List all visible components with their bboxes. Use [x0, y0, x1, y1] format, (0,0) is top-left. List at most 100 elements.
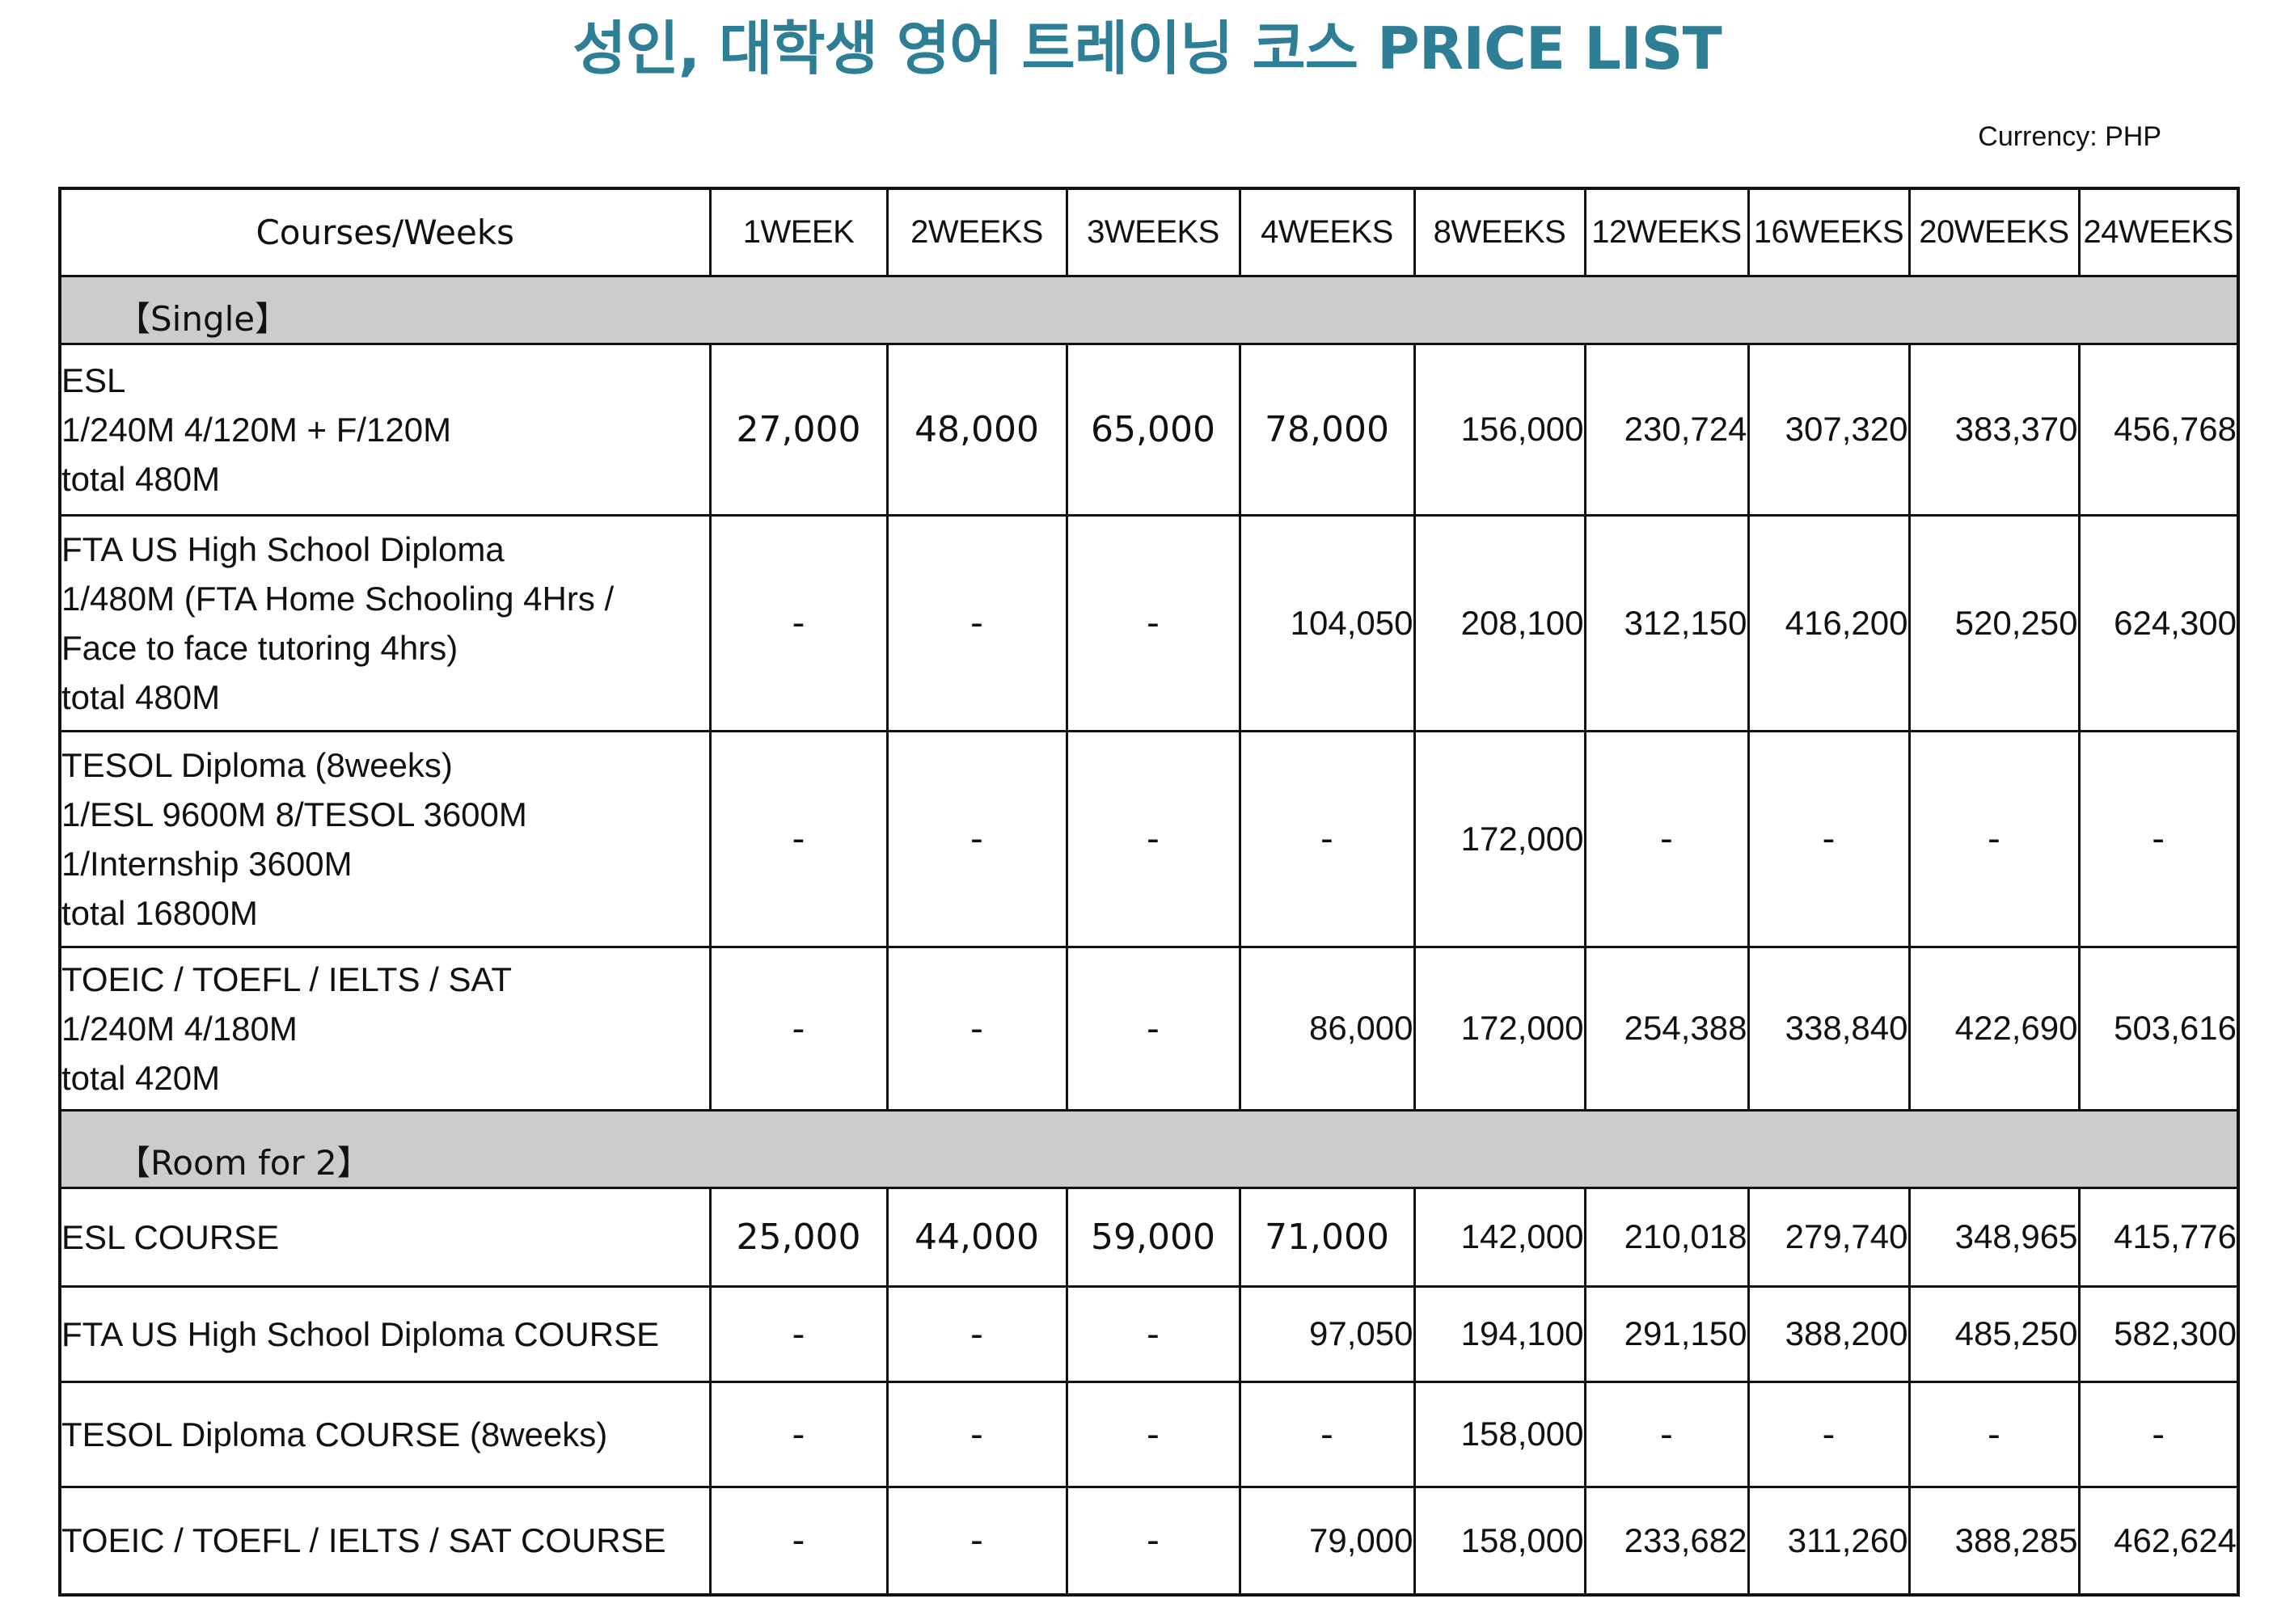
course-line: TOEIC / TOEFL / IELTS / SAT COURSE: [61, 1521, 666, 1560]
course-line: ESL: [61, 361, 126, 399]
price-cell: 503,616: [2077, 945, 2240, 1111]
price-cell: 485,250: [1907, 1284, 2081, 1383]
page-title: 성인, 대학생 영어 트레이닝 코스 PRICE LIST: [572, 15, 1722, 82]
table-row: FTA US High School Diploma COURSE - - -97,0…: [58, 1284, 2240, 1383]
course-line: total 420M: [61, 1058, 221, 1097]
price-cell-empty: -: [885, 945, 1068, 1111]
course-line: TESOL Diploma COURSE (8weeks): [61, 1415, 608, 1453]
price-cell: 104,050: [1238, 513, 1416, 732]
price-table: Courses/Weeks 1WEEK 2WEEKS 3WEEKS 4WEEKS 8WEE…: [58, 187, 2240, 1597]
course-cell: FTA US High School Diploma COURSE: [58, 1284, 712, 1383]
price-cell-empty: -: [1065, 729, 1241, 948]
price-cell: 291,150: [1583, 1284, 1750, 1383]
course-cell: ESL COURSE: [58, 1186, 712, 1288]
price-cell-empty: -: [1065, 945, 1241, 1111]
price-cell: 230,724: [1583, 342, 1750, 517]
price-cell: 312,150: [1583, 513, 1750, 732]
price-cell: 388,200: [1747, 1284, 1911, 1383]
table-row: FTA US High School Diploma 1/480M (FTA Ho…: [58, 513, 2240, 732]
price-cell-empty: -: [1907, 1380, 2081, 1488]
table-row: TOEIC / TOEFL / IELTS / SAT 1/240M 4/180M…: [58, 945, 2240, 1111]
price-cell: 158,000: [1413, 1380, 1586, 1488]
price-cell-empty: -: [2077, 1380, 2240, 1488]
price-cell-empty: -: [708, 1485, 889, 1597]
course-cell: TESOL Diploma COURSE (8weeks): [58, 1380, 712, 1488]
price-cell-empty: -: [885, 1485, 1068, 1597]
currency-label: Currency: PHP: [1978, 121, 2161, 152]
price-cell: 254,388: [1583, 945, 1750, 1111]
price-cell-empty: -: [1583, 729, 1750, 948]
course-line: FTA US High School Diploma: [61, 529, 505, 568]
price-cell: 415,776: [2077, 1186, 2240, 1288]
price-cell: 78,000: [1238, 342, 1416, 517]
course-cell: TOEIC / TOEFL / IELTS / SAT 1/240M 4/180M…: [58, 945, 712, 1111]
price-cell: 48,000: [885, 342, 1068, 517]
price-cell-empty: -: [885, 729, 1068, 948]
price-cell: 25,000: [708, 1186, 889, 1288]
price-cell-empty: -: [1065, 513, 1241, 732]
price-cell: 338,840: [1747, 945, 1911, 1111]
price-cell-empty: -: [2077, 729, 2240, 948]
price-cell-empty: -: [1907, 729, 2081, 948]
header-week-column: 4WEEKS: [1238, 187, 1416, 277]
price-cell-empty: -: [885, 513, 1068, 732]
header-week-column: 16WEEKS: [1747, 187, 1911, 277]
price-cell: 388,285: [1907, 1485, 2081, 1597]
price-cell-empty: -: [1747, 1380, 1911, 1488]
header-week-column: 20WEEKS: [1907, 187, 2081, 277]
section-label: 【Single】: [58, 274, 2240, 345]
course-cell: TOEIC / TOEFL / IELTS / SAT COURSE: [58, 1485, 712, 1597]
course-line: 1/Internship 3600M: [61, 844, 353, 883]
price-cell: 624,300: [2077, 513, 2240, 732]
course-line: Face to face tutoring 4hrs): [61, 628, 458, 667]
price-cell: 582,300: [2077, 1284, 2240, 1383]
price-cell-empty: -: [885, 1380, 1068, 1488]
course-line: 1/ESL 9600M 8/TESOL 3600M: [61, 795, 527, 833]
price-cell: 210,018: [1583, 1186, 1750, 1288]
price-cell: 86,000: [1238, 945, 1416, 1111]
section-label: 【Room for 2】: [58, 1108, 2240, 1189]
price-cell-empty: -: [1747, 729, 1911, 948]
price-cell: 156,000: [1413, 342, 1586, 517]
table-row: ESL 1/240M 4/120M + F/120M total 480M 27,00…: [58, 342, 2240, 517]
course-cell: ESL 1/240M 4/120M + F/120M total 480M: [58, 342, 712, 517]
price-cell: 194,100: [1413, 1284, 1586, 1383]
table-row: ESL COURSE 25,000 44,000 59,000 71,000 142,00…: [58, 1186, 2240, 1288]
price-cell: 462,624: [2077, 1485, 2240, 1597]
course-line: 1/480M (FTA Home Schooling 4Hrs /: [61, 579, 615, 618]
table-row: TESOL Diploma COURSE (8weeks) - - - -158,000…: [58, 1380, 2240, 1488]
header-row: Courses/Weeks 1WEEK 2WEEKS 3WEEKS 4WEEKS 8WEE…: [58, 187, 2240, 277]
price-cell: 416,200: [1747, 513, 1911, 732]
price-cell-empty: -: [1065, 1284, 1241, 1383]
course-line: 1/240M 4/120M + F/120M: [61, 410, 452, 449]
price-cell: 172,000: [1413, 729, 1586, 948]
course-line: TESOL Diploma (8weeks): [61, 745, 453, 784]
course-line: total 480M: [61, 459, 221, 498]
price-cell: 59,000: [1065, 1186, 1241, 1288]
price-cell-empty: -: [708, 945, 889, 1111]
price-cell-empty: -: [885, 1284, 1068, 1383]
table-row: TOEIC / TOEFL / IELTS / SAT COURSE - - -79,…: [58, 1485, 2240, 1597]
price-cell-empty: -: [708, 513, 889, 732]
price-cell: 65,000: [1065, 342, 1241, 517]
price-cell-empty: -: [708, 1284, 889, 1383]
course-line: total 16800M: [61, 893, 258, 932]
course-line: TOEIC / TOEFL / IELTS / SAT: [61, 960, 513, 998]
price-cell: 520,250: [1907, 513, 2081, 732]
price-cell: 97,050: [1238, 1284, 1416, 1383]
header-week-column: 1WEEK: [708, 187, 889, 277]
price-cell: 456,768: [2077, 342, 2240, 517]
price-cell-empty: -: [1065, 1485, 1241, 1597]
price-cell: 307,320: [1747, 342, 1911, 517]
price-cell: 172,000: [1413, 945, 1586, 1111]
course-line: FTA US High School Diploma COURSE: [61, 1314, 660, 1353]
price-cell: 44,000: [885, 1186, 1068, 1288]
course-cell: TESOL Diploma (8weeks) 1/ESL 9600M 8/TESO…: [58, 729, 712, 948]
price-cell: 383,370: [1907, 342, 2081, 517]
header-courses-weeks: Courses/Weeks: [58, 187, 712, 277]
price-cell: 208,100: [1413, 513, 1586, 732]
table-row: TESOL Diploma (8weeks) 1/ESL 9600M 8/TESO…: [58, 729, 2240, 948]
section-row: 【Single】: [58, 274, 2240, 345]
header-week-column: 3WEEKS: [1065, 187, 1241, 277]
header-week-column: 8WEEKS: [1413, 187, 1586, 277]
